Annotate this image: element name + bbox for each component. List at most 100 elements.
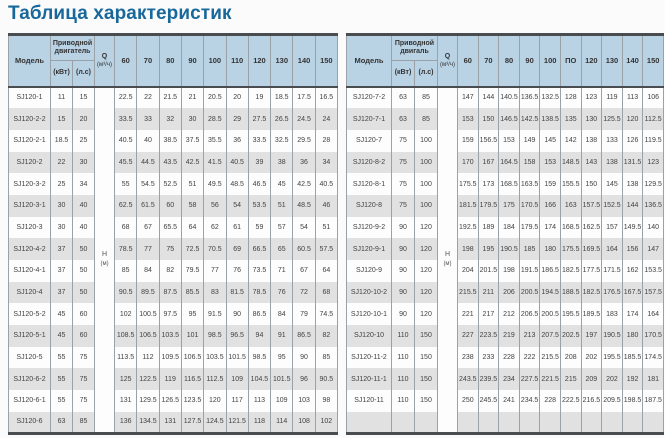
value-cell: 29.5	[292, 129, 316, 152]
table-row: SJ120-10-1 90 120 221 217 212 206.5 200.5 195.5 1…	[346, 303, 664, 326]
value-cell: 170	[457, 151, 479, 174]
value-cell: 162.5	[580, 216, 602, 239]
kw-cell: 90	[391, 303, 415, 326]
value-cell: 191.5	[518, 260, 540, 282]
value-cell: 138	[601, 151, 623, 174]
value-cell: 208	[559, 346, 582, 369]
value-cell: 228	[498, 346, 520, 369]
value-cell: 145	[601, 173, 623, 195]
value-cell: 123	[642, 151, 664, 174]
value-cell: 55	[114, 173, 137, 195]
table-row: SJ120-7-1 63 85 153 150 146.5 142.5 138.5 135 130…	[346, 108, 664, 130]
value-cell: 238	[457, 346, 479, 369]
kw-cell: 45	[50, 325, 73, 347]
value-cell: 40	[136, 129, 160, 152]
value-cell: 60.5	[292, 238, 316, 260]
hp-cell: 150	[414, 346, 438, 369]
value-cell: 79	[292, 303, 316, 326]
value-cell	[601, 411, 623, 434]
value-cell: 164	[642, 303, 664, 326]
value-cell: 167	[477, 151, 499, 174]
value-cell: 17.5	[292, 85, 316, 109]
value-cell	[518, 411, 540, 434]
kw-cell: 55	[50, 368, 73, 391]
value-cell: 112	[136, 346, 160, 369]
hp-cell: 85	[414, 85, 438, 109]
value-cell: 112.5	[642, 108, 664, 130]
value-cell: 201.5	[477, 260, 499, 282]
value-cell: 159	[539, 173, 561, 195]
kw-cell: 75	[391, 129, 415, 152]
kw-cell: 18.5	[50, 129, 73, 152]
hp-cell: 150	[414, 390, 438, 412]
value-cell: 206.5	[518, 303, 540, 326]
table-row: SJ120-11-2 110 150 238 233 228 222 215.5 208 202 1…	[346, 346, 664, 369]
value-cell: 52.5	[158, 173, 182, 195]
col-header-flow: 140	[292, 34, 316, 87]
model-cell: SJ120-3-1	[8, 194, 51, 217]
value-cell: 167.5	[621, 281, 643, 304]
value-cell: 140.5	[498, 85, 520, 109]
value-cell: 97.5	[158, 303, 182, 326]
value-cell: 144	[621, 194, 643, 217]
table-row: SJ120-4-1 37 50 85 84 82 79.5 77 76 73.5 71 67 64	[8, 260, 338, 282]
model-cell: SJ120-4	[8, 281, 51, 304]
value-cell: 16.5	[314, 85, 338, 109]
value-cell: 163.5	[518, 173, 540, 195]
col-header-motor: Приводной двигатель	[49, 34, 95, 61]
kw-cell: 25	[50, 173, 73, 195]
value-cell: 212	[498, 303, 520, 326]
kw-cell	[391, 411, 415, 434]
value-cell: 209	[580, 368, 602, 391]
value-cell: 184	[498, 216, 520, 239]
value-cell: 142.5	[518, 108, 540, 130]
value-cell: 44.5	[136, 151, 160, 174]
kw-cell: 55	[50, 390, 73, 412]
value-cell: 26.5	[270, 108, 293, 130]
value-cell: 64	[314, 260, 338, 282]
value-cell: 59	[247, 216, 271, 239]
col-header-flow: 90	[180, 34, 204, 87]
value-cell: 76	[225, 260, 249, 282]
value-cell: 27.5	[247, 108, 271, 130]
hp-cell: 50	[71, 238, 95, 260]
table-row: SJ120-5 55 75 113.5 112 109.5 106.5 103.5 101.5 9…	[8, 346, 338, 369]
value-cell: 164.5	[498, 151, 520, 174]
hp-cell: 100	[414, 129, 438, 152]
hp-cell: 40	[71, 216, 95, 239]
col-header-flow: 90	[518, 34, 540, 87]
model-cell: SJ120-9-2	[346, 216, 392, 239]
value-cell: 168.5	[559, 216, 582, 239]
table-row: SJ120-8-1 75 100 175.5 173 168.5 163.5 159 155.5…	[346, 173, 664, 195]
kw-cell: 90	[391, 238, 415, 260]
value-cell: 173	[477, 173, 499, 195]
value-cell: 36	[225, 129, 249, 152]
hp-cell: 120	[414, 260, 438, 282]
value-cell: 153	[498, 129, 520, 152]
col-header-flow: 70	[136, 34, 160, 87]
value-cell: 46	[314, 194, 338, 217]
value-cell: 82	[314, 325, 338, 347]
kw-cell: 37	[50, 260, 73, 282]
value-cell: 213	[518, 325, 540, 347]
value-cell: 45.5	[114, 151, 137, 174]
col-header-flow: 80	[498, 34, 520, 87]
value-cell: 171.5	[601, 260, 623, 282]
value-cell: 127.5	[180, 411, 204, 434]
value-cell: 190.5	[498, 238, 520, 260]
value-cell: 228	[539, 390, 561, 412]
value-cell: 84	[270, 303, 293, 326]
value-cell: 140	[642, 216, 664, 239]
value-cell: 159	[457, 129, 479, 152]
model-cell: SJ120-11	[346, 390, 392, 412]
value-cell: 162	[621, 260, 643, 282]
value-cell: 119	[601, 85, 623, 109]
value-cell: 42.5	[180, 151, 204, 174]
value-cell: 57.5	[314, 238, 338, 260]
model-cell: SJ120-8-2	[346, 151, 392, 174]
value-cell: 68	[114, 216, 137, 239]
table-row: SJ120-7 75 100 159 156.5 153 149 145 142 138 133 12…	[346, 129, 664, 152]
h-symbol: H	[101, 251, 108, 259]
hp-cell: 40	[71, 194, 95, 217]
